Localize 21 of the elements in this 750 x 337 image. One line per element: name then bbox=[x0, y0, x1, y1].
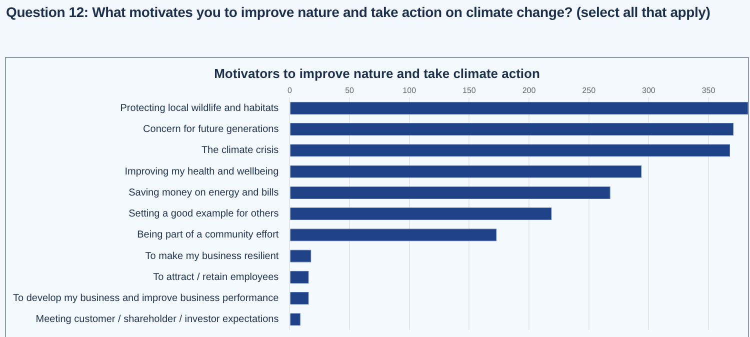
x-tick-label: 50 bbox=[345, 86, 355, 96]
y-tick-label: Improving my health and wellbeing bbox=[124, 166, 279, 178]
y-tick-label: To develop my business and improve business performance bbox=[12, 293, 280, 304]
chart-title: Question 12: What motivates you to improve nature and take action on climate change? (select all that apply) bbox=[6, 4, 710, 20]
y-tick-label: Setting a good example for others bbox=[128, 208, 279, 220]
x-tick-label: 100 bbox=[402, 86, 417, 96]
y-tick-label: Saving money on energy and bills bbox=[128, 187, 279, 198]
y-tick-label: The climate crisis bbox=[201, 145, 279, 156]
y-tick-label: To make my business resilient bbox=[145, 250, 279, 262]
y-tick-label: Protecting local wildlife and habitats bbox=[120, 102, 279, 114]
y-tick-label: Meeting customer / shareholder / investor expectations bbox=[36, 314, 279, 326]
y-tick-label: To attract / retain employees bbox=[153, 272, 279, 283]
y-tick-label: Being part of a community effort bbox=[137, 230, 279, 241]
x-tick-label: 0 bbox=[287, 86, 292, 96]
x-tick-label: 150 bbox=[462, 86, 476, 96]
x-tick-label: 300 bbox=[642, 86, 656, 96]
y-tick-label: Concern for future generations bbox=[143, 124, 279, 136]
x-tick-label: 250 bbox=[582, 86, 596, 96]
chart-subtitle: Motivators to improve nature and take climate action bbox=[213, 66, 541, 81]
x-tick-label: 350 bbox=[702, 86, 716, 96]
x-tick-label: 200 bbox=[522, 86, 536, 96]
